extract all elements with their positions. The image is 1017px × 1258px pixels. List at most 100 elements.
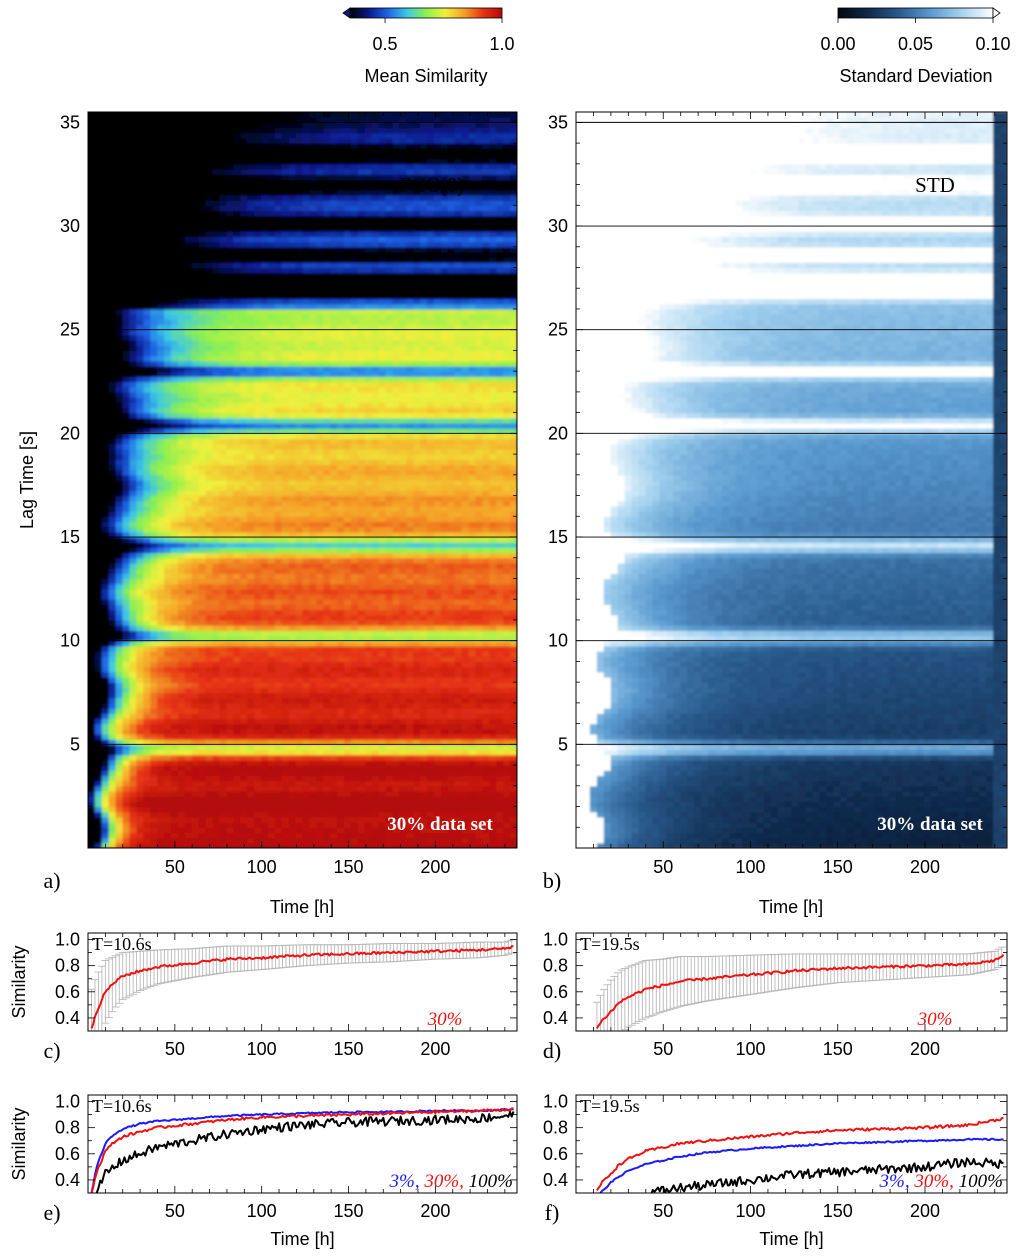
heatmap-cell [108,578,117,585]
heatmap-cell [323,480,331,486]
heatmap-cell [171,796,179,802]
heatmap-cell [136,267,144,274]
heatmap-cell [302,547,310,554]
heatmap-cell [94,754,103,761]
heatmap-cell [88,215,96,222]
heatmap-cell [274,822,283,828]
heatmap-cell [302,806,310,813]
heatmap-cell [274,272,283,279]
heatmap-cell [254,718,262,725]
heatmap-cell [108,298,117,305]
heatmap-cell [191,770,200,777]
heatmap-cell [164,661,172,668]
heatmap-cell [122,780,131,787]
heatmap-cell [88,692,96,699]
heatmap-cell [226,397,234,403]
heatmap-cell [302,651,310,657]
heatmap-cell [219,376,227,383]
heatmap-cell [281,552,290,559]
heatmap-cell [129,163,137,170]
heatmap-cell [233,314,241,320]
heatmap-cell [157,448,165,455]
heatmap-cell [219,417,227,424]
heatmap-cell [157,796,165,802]
heatmap-cell [171,687,179,694]
heatmap-cell [205,464,214,471]
heatmap-cell [115,718,124,725]
heatmap-cell [274,490,283,497]
heatmap-cell [323,438,331,445]
heatmap-cell [122,459,131,466]
heatmap-cell [129,314,137,320]
heatmap-cell [157,257,165,263]
heatmap-cell [267,158,276,165]
heatmap-cell [212,552,220,559]
heatmap-cell [178,412,186,419]
heatmap-cell [233,334,241,341]
heatmap-cell [212,189,220,196]
heatmap-cell [288,594,297,600]
heatmap-cell [101,734,110,740]
heatmap-cell [233,677,241,683]
heatmap-cell [122,277,131,284]
heatmap-cell [150,334,158,341]
heatmap-cell [247,801,255,808]
heatmap-cell [267,112,276,118]
heatmap-cell [108,827,117,834]
heatmap-cell [88,614,96,621]
heatmap-cell [164,816,172,823]
heatmap-cell [226,246,234,253]
heatmap-cell [233,645,241,652]
heatmap-cell [295,485,304,491]
heatmap-cell [108,505,117,512]
heatmap-cell [226,599,234,605]
heatmap-cell [143,236,151,243]
heatmap-cell [247,112,255,118]
heatmap-cell [122,801,131,808]
heatmap-cell [254,500,262,507]
heatmap-cell [184,723,193,730]
heatmap-cell [309,739,317,745]
heatmap-cell [226,200,234,206]
heatmap-cell [295,153,304,160]
heatmap-cell [247,153,255,160]
heatmap-cell [101,588,110,595]
heatmap-cell [143,656,151,662]
heatmap-cell [254,578,262,585]
heatmap-cell [88,143,96,149]
heatmap-cell [198,651,207,657]
heatmap-cell [240,241,248,248]
heatmap-cell [122,179,131,186]
heatmap-cell [150,702,158,709]
heatmap-cell [254,262,262,269]
heatmap-cell [184,542,193,548]
heatmap-cell [254,417,262,424]
heatmap-cell [226,511,234,517]
heatmap-cell [143,822,151,828]
heatmap-cell [240,189,248,196]
heatmap-cell [129,127,137,134]
heatmap-cell [261,340,269,346]
heatmap-cell [143,459,151,466]
heatmap-cell [178,796,186,802]
heatmap-cell [157,189,165,196]
heatmap-cell [122,811,131,818]
heatmap-cell [240,391,248,398]
heatmap-cell [205,277,214,284]
heatmap-cell [129,293,137,300]
heatmap-cell [178,397,186,403]
heatmap-cell [178,272,186,279]
heatmap-cell [274,516,283,523]
heatmap-cell [129,112,137,118]
heatmap-cell [150,474,158,481]
heatmap-cell [129,386,137,393]
heatmap-cell [226,827,234,834]
heatmap-cell [274,697,283,704]
heatmap-cell [212,153,220,160]
heatmap-cell [136,645,144,652]
heatmap-cell [101,298,110,305]
heatmap-cell [247,708,255,714]
heatmap-cell [302,360,310,367]
heatmap-cell [122,148,131,155]
heatmap-cell [226,780,234,787]
